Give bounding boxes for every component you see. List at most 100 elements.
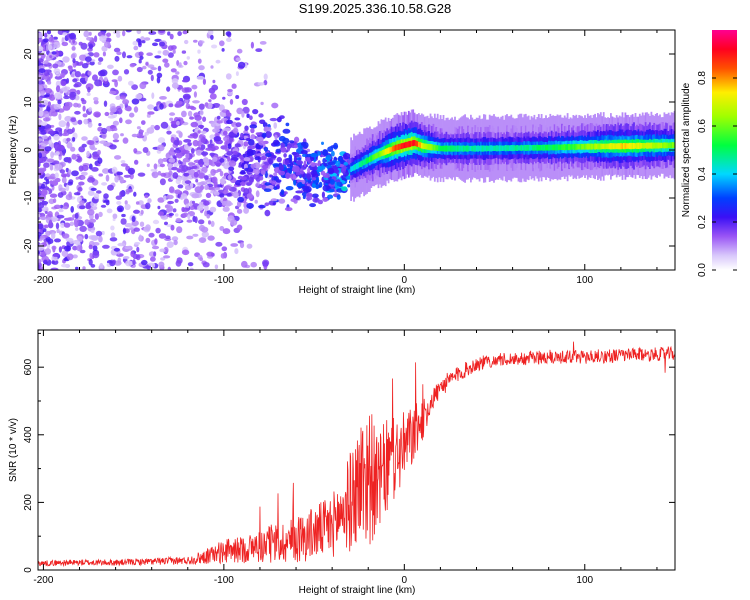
spectrogram-noise-mark: [100, 204, 107, 208]
spectrogram-noise-mark: [141, 40, 146, 44]
spectrogram-noise-mark: [191, 84, 198, 90]
spectrogram-noise-mark: [138, 39, 142, 46]
spectrogram-cloud-mark: [255, 190, 260, 198]
spectrogram-cloud-mark: [198, 159, 202, 166]
colorbar-tick-label: 0.8: [697, 71, 708, 85]
spectrogram-cloud-mark: [263, 146, 269, 152]
spectrogram-noise-mark: [145, 62, 149, 66]
spectrogram-ridge-mark: [636, 142, 638, 149]
spectrogram-noise-mark: [230, 243, 239, 247]
spectrogram-cloud-mark: [301, 179, 306, 185]
spectrogram-ridge-mark: [360, 160, 363, 167]
spectrogram-cloud-mark: [270, 198, 278, 202]
spectrogram-cloud-mark: [241, 98, 248, 106]
spectrogram-ridge-mark: [669, 142, 671, 148]
spectrogram-cloud-mark: [276, 116, 282, 123]
spectrogram-ridge-mark: [458, 145, 461, 152]
spectrogram-noise-mark: [62, 56, 70, 63]
spectrogram-cloud-mark: [333, 157, 338, 161]
spectrogram-cloud-mark: [184, 144, 189, 150]
spectrogram-noise-mark: [38, 79, 44, 85]
spectrogram-cloud-mark: [240, 176, 247, 181]
spectrogram-ridge-mark: [436, 145, 439, 151]
spectrogram-ridge-mark: [481, 145, 484, 152]
spectrogram-noise-mark: [147, 64, 155, 68]
spectrogram-noise-mark: [163, 195, 167, 202]
spectrogram-noise-mark: [90, 147, 98, 151]
spectrogram-cloud-mark: [243, 157, 251, 162]
spectrogram-noise-mark: [70, 146, 76, 152]
spectrogram-ridge-mark: [480, 145, 482, 152]
spectrogram-ridge-mark: [477, 145, 479, 152]
spectrogram-noise-mark: [125, 30, 132, 33]
spectrogram-noise-mark: [153, 251, 157, 257]
spectrogram-noise-mark: [134, 159, 139, 165]
spectrogram-noise-mark: [207, 235, 215, 241]
spectrogram-noise-mark: [250, 261, 257, 268]
spectrogram-ridge-mark: [545, 144, 547, 151]
spectrogram-noise-mark: [88, 43, 94, 50]
spectrogram-cloud-mark: [237, 196, 245, 203]
spectrogram-noise-mark: [43, 162, 50, 168]
spectrogram-noise-mark: [156, 76, 161, 84]
spectrogram-noise-mark: [269, 117, 278, 122]
spectrogram-noise-mark: [183, 60, 188, 66]
spectrogram-noise-mark: [210, 168, 216, 176]
spectrogram-ridge-mark: [350, 166, 352, 172]
spectrogram-noise-mark: [104, 41, 111, 48]
spectrogram-noise-mark: [157, 205, 161, 210]
snr-panel: -200 -100 0 100 0 200 400 600 Height of straigh…: [8, 329, 676, 596]
spectrogram-noise-mark: [102, 51, 106, 57]
spectrogram-cloud-mark: [208, 99, 212, 103]
spectrogram-noise-mark: [59, 151, 63, 157]
spectrogram-ridge-mark: [540, 145, 543, 151]
spectrogram-noise-mark: [102, 168, 110, 174]
spectrogram-noise-mark: [92, 153, 100, 160]
spectrogram-cloud-mark: [234, 143, 241, 148]
spectrogram-noise-mark: [65, 167, 69, 173]
spectrogram-ridge-mark: [601, 143, 604, 150]
spectrogram-cloud-mark: [290, 198, 297, 203]
spectrogram-noise-mark: [171, 236, 179, 242]
spectrogram-cloud-mark: [200, 226, 209, 233]
spectrogram-noise-mark: [158, 30, 165, 34]
spectrogram-cloud-mark: [194, 216, 198, 224]
spectrogram-noise-mark: [87, 70, 92, 76]
spectrogram-cloud-mark: [184, 185, 192, 191]
spectrogram-noise-mark: [86, 150, 90, 158]
spectrogram-noise-mark: [222, 228, 231, 235]
spectrogram-cloud-mark: [249, 124, 258, 129]
spectrogram-ridge-mark: [662, 142, 664, 149]
spectrogram-noise-mark: [54, 143, 62, 151]
spectrogram-cloud-mark: [282, 128, 291, 134]
spectrogram-noise-mark: [62, 32, 68, 36]
spectrogram-noise-mark: [136, 126, 141, 130]
spectrogram-cloud-mark: [259, 175, 264, 181]
spectrogram-ridge-mark: [501, 145, 504, 151]
spectrogram-cloud-mark: [240, 181, 246, 186]
spectrogram-ridge-mark: [643, 142, 645, 149]
spectrogram-noise-mark: [85, 56, 92, 63]
spectrogram-cloud-mark: [248, 176, 254, 183]
spectrogram-ridge-mark: [412, 140, 415, 147]
spectrogram-ridge-mark: [455, 145, 458, 152]
spectrogram-cloud-mark: [226, 151, 233, 156]
spectrogram-cloud-mark: [179, 161, 183, 165]
spectrogram-noise-mark: [71, 127, 75, 133]
spectrogram-ridge-mark: [370, 155, 373, 162]
spectrogram-ridge-mark: [386, 148, 389, 155]
spectrogram-cloud-mark: [185, 152, 190, 160]
spectrogram-cloud-mark: [194, 114, 202, 121]
spectrogram-noise-mark: [99, 81, 103, 87]
spectrogram-noise-mark: [246, 243, 253, 249]
spectrogram-ridge-mark: [517, 145, 520, 151]
spectrogram-noise-mark: [58, 113, 62, 121]
spectrogram-noise-mark: [112, 127, 118, 131]
spectrogram-cloud-mark: [268, 157, 274, 165]
spectrogram-noise-mark: [117, 75, 123, 82]
spectrogram-noise-mark: [138, 58, 142, 64]
spectrogram-noise-mark: [58, 120, 67, 128]
spectrogram-cloud-mark: [311, 177, 317, 181]
spectrogram-ridge-mark: [422, 143, 425, 150]
spectrogram-cloud-mark: [219, 179, 223, 183]
